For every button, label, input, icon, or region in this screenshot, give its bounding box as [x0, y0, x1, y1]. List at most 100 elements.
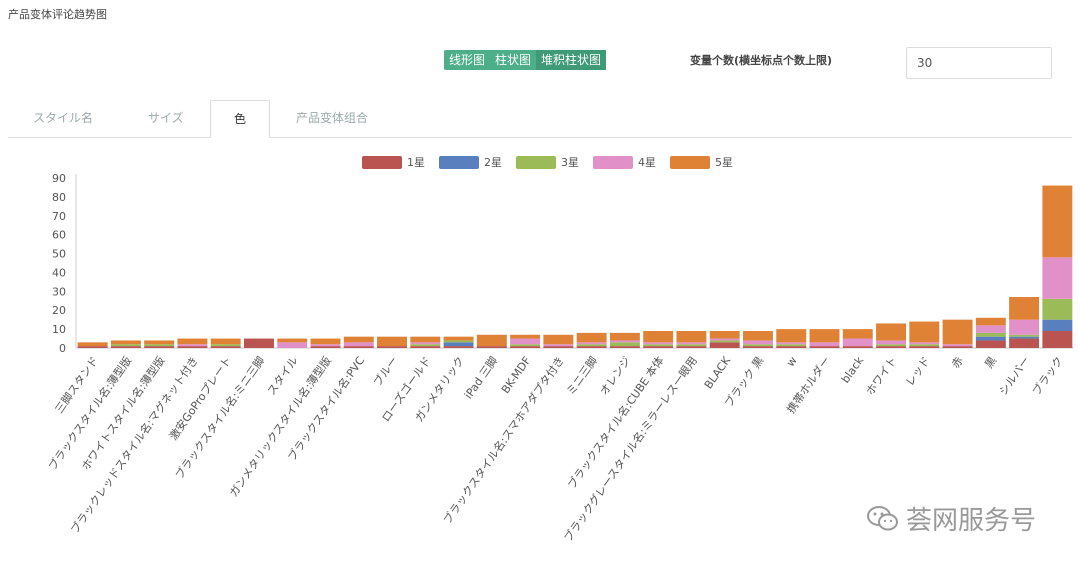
bar-segment-3star[interactable] — [975, 332, 1006, 337]
bar-segment-1star[interactable] — [77, 346, 108, 348]
bar-segment-3star[interactable] — [1042, 298, 1073, 320]
bar-segment-3star[interactable] — [609, 342, 640, 347]
bar-segment-5star[interactable] — [77, 342, 108, 347]
bar-segment-5star[interactable] — [742, 331, 773, 341]
bar-segment-1star[interactable] — [210, 346, 241, 348]
bar-segment-5star[interactable] — [942, 319, 973, 345]
bar-segment-3star[interactable] — [876, 344, 907, 347]
bar-segment-5star[interactable] — [842, 329, 873, 339]
bar-segment-5star[interactable] — [210, 338, 241, 345]
bar-segment-1star[interactable] — [776, 346, 807, 348]
legend-item-5star[interactable]: 5星 — [670, 154, 733, 170]
bar-segment-3star[interactable] — [510, 344, 541, 347]
bar-segment-2star[interactable] — [1042, 319, 1073, 331]
bar-segment-4star[interactable] — [1042, 257, 1073, 299]
bar-segment-1star[interactable] — [1009, 338, 1040, 348]
bar-segment-4star[interactable] — [676, 342, 707, 345]
legend-item-3star[interactable]: 3星 — [516, 154, 579, 170]
tab-style-name[interactable]: スタイル名 — [33, 111, 94, 125]
bar-segment-1star[interactable] — [543, 346, 574, 348]
bar-segment-3star[interactable] — [576, 344, 607, 347]
bar-segment-1star[interactable] — [842, 346, 873, 348]
bar-segment-4star[interactable] — [909, 342, 940, 345]
bar-segment-1star[interactable] — [643, 346, 674, 348]
bar-segment-5star[interactable] — [343, 336, 374, 343]
bar-segment-4star[interactable] — [576, 342, 607, 345]
mode-button-bar[interactable]: 柱状图 — [495, 53, 532, 67]
bar-segment-1star[interactable] — [377, 346, 408, 348]
bar-segment-1star[interactable] — [942, 346, 973, 348]
bar-segment-5star[interactable] — [410, 336, 441, 343]
bar-segment-5star[interactable] — [476, 334, 507, 347]
bar-segment-1star[interactable] — [510, 346, 541, 348]
bar-segment-1star[interactable] — [310, 346, 341, 348]
bar-segment-3star[interactable] — [676, 344, 707, 347]
bar-segment-1star[interactable] — [443, 346, 474, 348]
bar-segment-5star[interactable] — [277, 338, 308, 343]
bar-segment-3star[interactable] — [776, 344, 807, 347]
bar-segment-4star[interactable] — [942, 344, 973, 347]
bar-segment-5star[interactable] — [975, 317, 1006, 326]
bar-segment-5star[interactable] — [510, 334, 541, 339]
bar-segment-1star[interactable] — [476, 346, 507, 348]
bar-segment-4star[interactable] — [809, 342, 840, 347]
bar-segment-4star[interactable] — [609, 340, 640, 343]
bar-segment-4star[interactable] — [742, 340, 773, 345]
bar-segment-5star[interactable] — [1042, 185, 1073, 258]
bar-segment-5star[interactable] — [377, 336, 408, 347]
bar-segment-1star[interactable] — [709, 342, 740, 348]
bar-segment-3star[interactable] — [443, 340, 474, 343]
bar-segment-4star[interactable] — [177, 344, 208, 347]
bar-segment-1star[interactable] — [809, 346, 840, 348]
tab-color[interactable]: 色 — [210, 100, 270, 138]
bar-segment-4star[interactable] — [543, 344, 574, 347]
bar-segment-2star[interactable] — [443, 342, 474, 347]
bar-segment-5star[interactable] — [144, 340, 175, 345]
mode-button-stacked-bar[interactable]: 堆积柱状图 — [536, 50, 607, 70]
variable-count-input[interactable] — [906, 47, 1052, 79]
legend-item-2star[interactable]: 2星 — [439, 154, 502, 170]
bar-segment-1star[interactable] — [144, 346, 175, 348]
tab-size[interactable]: サイズ — [148, 111, 184, 125]
tab-variant-combination[interactable]: 产品变体组合 — [296, 111, 369, 125]
bar-segment-3star[interactable] — [709, 340, 740, 343]
bar-segment-4star[interactable] — [975, 325, 1006, 333]
bar-segment-4star[interactable] — [709, 338, 740, 341]
bar-segment-4star[interactable] — [643, 342, 674, 345]
bar-segment-3star[interactable] — [742, 344, 773, 347]
bar-segment-5star[interactable] — [110, 340, 141, 345]
bar-segment-5star[interactable] — [443, 336, 474, 341]
bar-segment-3star[interactable] — [643, 344, 674, 347]
bar-segment-5star[interactable] — [310, 338, 341, 345]
bar-segment-4star[interactable] — [410, 342, 441, 345]
bar-segment-5star[interactable] — [709, 331, 740, 339]
bar-segment-1star[interactable] — [975, 340, 1006, 348]
bar-segment-5star[interactable] — [543, 334, 574, 345]
bar-segment-1star[interactable] — [177, 346, 208, 348]
bar-segment-5star[interactable] — [809, 329, 840, 343]
bar-segment-1star[interactable] — [1042, 331, 1073, 348]
bar-segment-1star[interactable] — [343, 346, 374, 348]
bar-segment-1star[interactable] — [742, 346, 773, 348]
bar-segment-1star[interactable] — [909, 346, 940, 348]
legend-item-4star[interactable]: 4星 — [593, 154, 656, 170]
bar-segment-3star[interactable] — [410, 344, 441, 347]
bar-segment-4star[interactable] — [1009, 319, 1040, 335]
legend-item-1star[interactable]: 1星 — [362, 154, 425, 170]
bar-segment-1star[interactable] — [676, 346, 707, 348]
mode-button-line[interactable]: 线形图 — [449, 53, 486, 67]
bar-segment-1star[interactable] — [410, 346, 441, 348]
bar-segment-5star[interactable] — [177, 338, 208, 345]
bar-segment-1star[interactable] — [609, 346, 640, 348]
bar-segment-3star[interactable] — [909, 344, 940, 347]
bar-segment-2star[interactable] — [975, 336, 1006, 341]
bar-segment-5star[interactable] — [909, 321, 940, 343]
bar-segment-5star[interactable] — [676, 331, 707, 343]
bar-segment-5star[interactable] — [643, 331, 674, 343]
bar-segment-1star[interactable] — [576, 346, 607, 348]
bar-segment-5star[interactable] — [876, 323, 907, 341]
bar-segment-1star[interactable] — [243, 338, 274, 348]
bar-segment-5star[interactable] — [776, 329, 807, 343]
bar-segment-3star[interactable] — [210, 344, 241, 347]
bar-segment-1star[interactable] — [876, 346, 907, 348]
